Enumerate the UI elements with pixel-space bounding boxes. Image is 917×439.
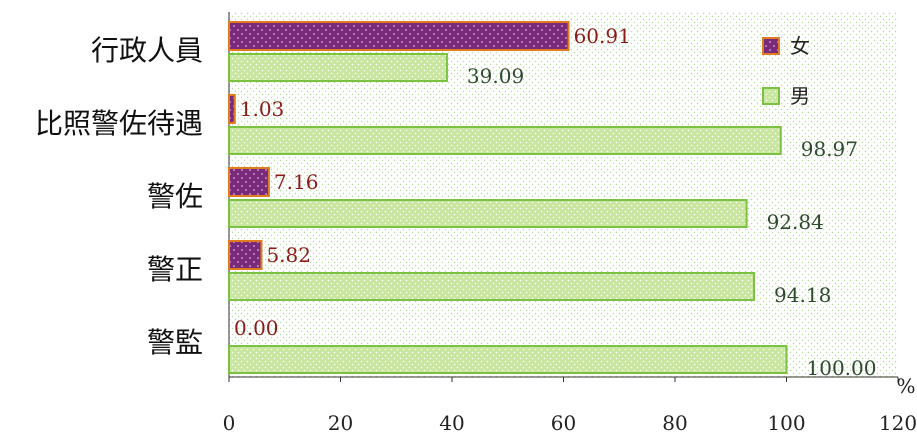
x-unit-label: % [896,374,915,398]
data-label-female: 7.16 [274,170,319,194]
x-tick-label: 100 [767,411,805,435]
data-label-male: 100.00 [807,356,877,380]
category-label: 警監 [147,326,203,359]
legend-swatch-male [762,87,780,105]
bar-male [228,53,448,82]
data-label-female: 5.82 [266,243,311,267]
data-label-female: 0.00 [234,316,279,340]
x-tick-label: 80 [662,411,687,435]
bar-male [228,199,748,228]
legend-label-male: 男 [790,84,810,108]
data-label-male: 39.09 [467,64,524,88]
category-label: 比照警佐待遇 [35,107,203,140]
bar-male [228,272,756,301]
x-tick-label: 120 [879,411,917,435]
x-tick-label: 40 [439,411,464,435]
data-label-male: 94.18 [774,283,831,307]
bar-female [228,94,236,124]
category-label: 行政人員 [91,34,203,67]
category-label: 警正 [147,253,203,286]
category-label: 警佐 [147,180,203,213]
legend-swatch-female [762,37,780,55]
data-label-female: 60.91 [574,24,631,48]
bar-female [228,167,270,197]
bar-male [228,126,782,155]
bar-female [228,21,570,51]
x-tick-label: 60 [551,411,576,435]
bar-female [228,240,263,270]
data-label-male: 92.84 [767,210,824,234]
legend-label-female: 女 [790,34,810,58]
bar-male [228,345,788,374]
data-label-female: 1.03 [240,97,285,121]
data-label-male: 98.97 [801,137,858,161]
x-tick-label: 20 [328,411,353,435]
x-tick-label: 0 [223,411,236,435]
legend: 女 男 [762,34,810,108]
